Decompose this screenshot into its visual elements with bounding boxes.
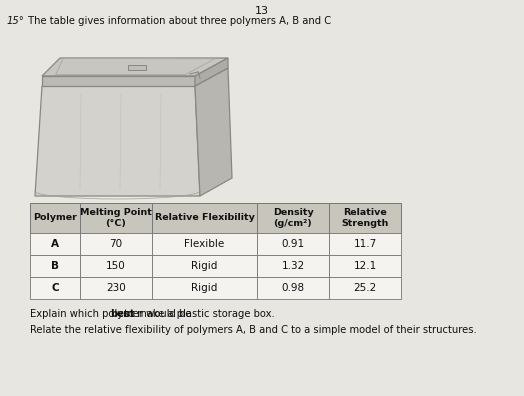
Bar [30, 255, 80, 277]
Text: 0.91: 0.91 [281, 239, 304, 249]
Bar [329, 277, 401, 299]
Text: 13: 13 [255, 6, 269, 16]
Bar [257, 277, 329, 299]
Text: Rigid: Rigid [191, 261, 217, 271]
Text: Melting Point
(°C): Melting Point (°C) [80, 208, 152, 228]
Text: 230: 230 [106, 283, 126, 293]
Text: Flexible: Flexible [184, 239, 225, 249]
Text: 1.32: 1.32 [281, 261, 304, 271]
Bar [152, 203, 257, 233]
Text: Relative
Strength: Relative Strength [341, 208, 389, 228]
Text: 0.98: 0.98 [281, 283, 304, 293]
Bar [30, 233, 80, 255]
Text: Explain which polymer would be: Explain which polymer would be [30, 309, 194, 319]
Bar [80, 255, 152, 277]
Text: Polymer: Polymer [33, 213, 77, 223]
Polygon shape [42, 76, 195, 86]
Bar [329, 233, 401, 255]
Bar [257, 203, 329, 233]
Bar [329, 255, 401, 277]
Text: 12.1: 12.1 [353, 261, 377, 271]
Bar [152, 277, 257, 299]
Text: Relative Flexibility: Relative Flexibility [155, 213, 255, 223]
Bar [329, 203, 401, 233]
Text: Rigid: Rigid [191, 283, 217, 293]
Text: The table gives information about three polymers A, B and C: The table gives information about three … [25, 16, 331, 26]
Polygon shape [127, 65, 146, 70]
Text: 70: 70 [110, 239, 123, 249]
Polygon shape [42, 58, 228, 76]
Text: best: best [111, 309, 135, 319]
Bar [80, 233, 152, 255]
Polygon shape [195, 68, 232, 196]
Text: A: A [51, 239, 59, 249]
Text: 11.7: 11.7 [353, 239, 377, 249]
Text: B: B [51, 261, 59, 271]
Polygon shape [35, 86, 200, 196]
Bar [152, 233, 257, 255]
Bar [257, 255, 329, 277]
Bar [80, 277, 152, 299]
Text: 15°: 15° [7, 16, 25, 26]
Bar [257, 233, 329, 255]
Text: C: C [51, 283, 59, 293]
Text: 25.2: 25.2 [353, 283, 377, 293]
Bar [152, 255, 257, 277]
Polygon shape [195, 58, 228, 86]
Text: 150: 150 [106, 261, 126, 271]
Bar [80, 203, 152, 233]
Bar [30, 277, 80, 299]
Text: Relate the relative flexibility of polymers A, B and C to a simple model of thei: Relate the relative flexibility of polym… [30, 325, 477, 335]
Text: to make a plastic storage box.: to make a plastic storage box. [121, 309, 275, 319]
Text: Density
(g/cm²): Density (g/cm²) [272, 208, 313, 228]
Bar [30, 203, 80, 233]
